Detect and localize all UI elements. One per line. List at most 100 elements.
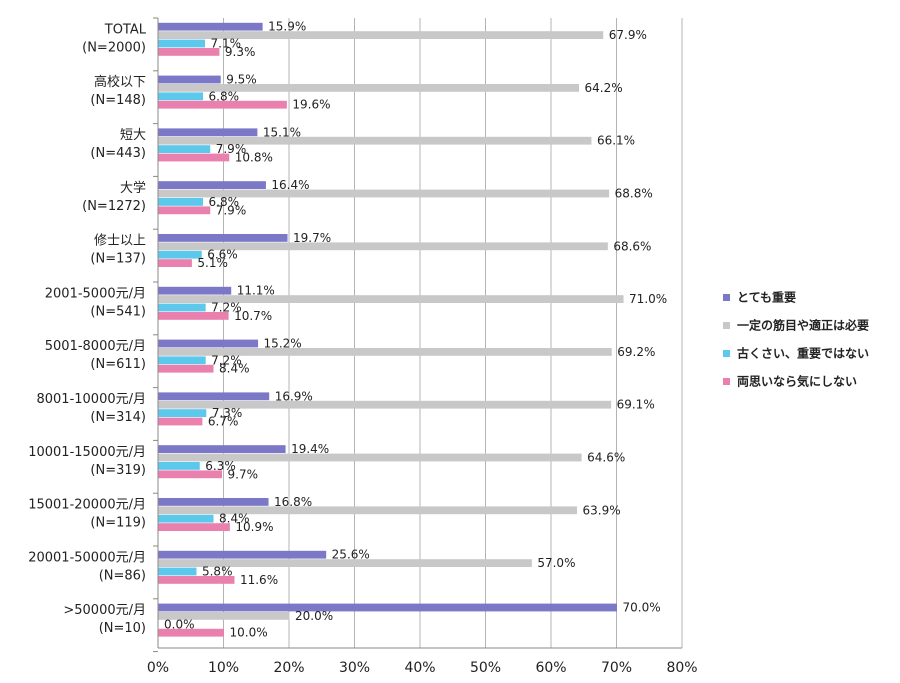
data-label: 16.8% bbox=[274, 495, 312, 509]
bar bbox=[158, 295, 624, 303]
x-tick-label: 0% bbox=[147, 660, 169, 676]
bar bbox=[158, 400, 612, 409]
x-tick-label: 40% bbox=[404, 660, 435, 676]
bar bbox=[158, 356, 206, 365]
bar bbox=[158, 31, 604, 39]
data-label: 19.6% bbox=[292, 98, 330, 112]
legend-label: とても重要 bbox=[737, 290, 796, 305]
legend-swatch bbox=[723, 350, 730, 357]
data-label: 7.3% bbox=[212, 406, 243, 420]
data-label: 8.4% bbox=[219, 362, 250, 376]
data-label: 69.1% bbox=[617, 398, 655, 412]
bar bbox=[158, 250, 202, 259]
data-label: 11.1% bbox=[237, 284, 275, 298]
category-label: 10001-15000元/月(N=319) bbox=[28, 445, 146, 478]
x-tick-label: 70% bbox=[601, 660, 632, 676]
bar bbox=[158, 181, 266, 189]
legend-label: 一定の筋目や適正は必要 bbox=[737, 318, 869, 333]
category-label: 20001-50000元/月(N=86) bbox=[28, 550, 146, 583]
bar bbox=[158, 514, 214, 523]
bar bbox=[158, 48, 220, 56]
x-tick-label: 80% bbox=[666, 660, 697, 676]
data-label: 57.0% bbox=[537, 556, 575, 570]
data-label: 16.4% bbox=[271, 178, 309, 192]
data-label: 6.8% bbox=[209, 89, 240, 103]
bar bbox=[158, 470, 223, 479]
bars: 15.9% 67.9% 7.1%9.3% 9.5% 64.2% 6.8% 19.6% 15.1… bbox=[158, 20, 667, 640]
data-label: 20.0% bbox=[295, 609, 333, 623]
x-tick-label: 20% bbox=[273, 660, 304, 676]
bar bbox=[158, 559, 532, 567]
data-label: 63.9% bbox=[583, 503, 621, 517]
bar bbox=[158, 128, 258, 137]
bar bbox=[158, 234, 288, 242]
bar bbox=[158, 576, 235, 584]
bar bbox=[158, 92, 204, 101]
data-label: 6.6% bbox=[207, 248, 238, 262]
data-label: 67.9% bbox=[609, 28, 647, 42]
category-label: 短大(N=443) bbox=[90, 128, 146, 161]
data-label: 9.3% bbox=[225, 45, 256, 59]
bar bbox=[158, 312, 229, 320]
x-axis-tick-labels: 0% 10% 20% 30% 40% 50% 60% 70% 80% bbox=[147, 660, 698, 676]
category-label: 5001-8000元/月(N=611) bbox=[45, 339, 146, 372]
bar bbox=[158, 417, 203, 426]
x-tick-label: 60% bbox=[535, 660, 566, 676]
data-label: 16.9% bbox=[275, 389, 313, 403]
data-label: 6.8% bbox=[209, 195, 240, 209]
bar bbox=[158, 303, 206, 312]
bar bbox=[158, 409, 207, 417]
category-labels: TOTAL (N=2000) 高校以下(N=148) 短大(N=443) 大学(N=12… bbox=[28, 22, 147, 636]
data-label: 15.9% bbox=[268, 20, 306, 34]
bar bbox=[158, 75, 221, 84]
data-label: 19.7% bbox=[293, 231, 331, 245]
data-label: 66.1% bbox=[597, 134, 635, 148]
data-label: 9.7% bbox=[228, 467, 259, 481]
data-label: 64.2% bbox=[585, 81, 623, 95]
data-label: 6.3% bbox=[205, 459, 236, 473]
data-label: 8.4% bbox=[219, 512, 250, 526]
legend-swatch bbox=[723, 322, 730, 329]
data-label: 64.6% bbox=[587, 451, 625, 465]
bar bbox=[158, 189, 610, 198]
legend-swatch bbox=[723, 294, 730, 301]
bar bbox=[158, 22, 263, 31]
data-label: 7.1% bbox=[211, 37, 242, 51]
category-label: 15001-20000元/月(N=119) bbox=[28, 498, 146, 531]
data-label: 68.8% bbox=[615, 187, 653, 201]
bar bbox=[158, 453, 582, 462]
bar bbox=[158, 259, 192, 267]
data-label: 68.6% bbox=[613, 239, 651, 253]
data-label: 70.0% bbox=[623, 601, 661, 615]
legend-label: 古くさい、重要ではない bbox=[737, 346, 869, 361]
bar bbox=[158, 364, 214, 373]
data-label: 5.8% bbox=[202, 565, 233, 579]
bar bbox=[158, 348, 612, 356]
category-label: 高校以下(N=148) bbox=[90, 74, 146, 108]
data-label: 6.7% bbox=[208, 415, 239, 429]
data-label: 10.7% bbox=[234, 309, 272, 323]
bar bbox=[158, 628, 224, 637]
bar bbox=[158, 612, 290, 620]
bar bbox=[158, 339, 259, 348]
data-label: 7.2% bbox=[211, 353, 242, 367]
data-label: 10.0% bbox=[230, 626, 268, 640]
data-label: 71.0% bbox=[629, 292, 667, 306]
category-label: >50000元/月(N=10) bbox=[63, 603, 146, 636]
category-label: TOTAL (N=2000) bbox=[82, 22, 147, 55]
data-label: 7.9% bbox=[216, 203, 247, 217]
data-label: 15.1% bbox=[263, 125, 301, 139]
data-label: 10.9% bbox=[235, 520, 273, 534]
x-tick-label: 50% bbox=[470, 660, 501, 676]
bar bbox=[158, 206, 211, 215]
x-tick-label: 10% bbox=[208, 660, 239, 676]
data-label: 25.6% bbox=[332, 548, 370, 562]
data-label: 15.2% bbox=[264, 337, 302, 351]
grid-lines bbox=[153, 17, 683, 653]
data-label: 9.5% bbox=[226, 73, 257, 87]
bar bbox=[158, 392, 270, 401]
data-label: 0.0% bbox=[164, 617, 195, 631]
category-label: 2001-5000元/月(N=541) bbox=[45, 286, 146, 319]
legend-label: 両思いなら気にしない bbox=[737, 374, 857, 389]
